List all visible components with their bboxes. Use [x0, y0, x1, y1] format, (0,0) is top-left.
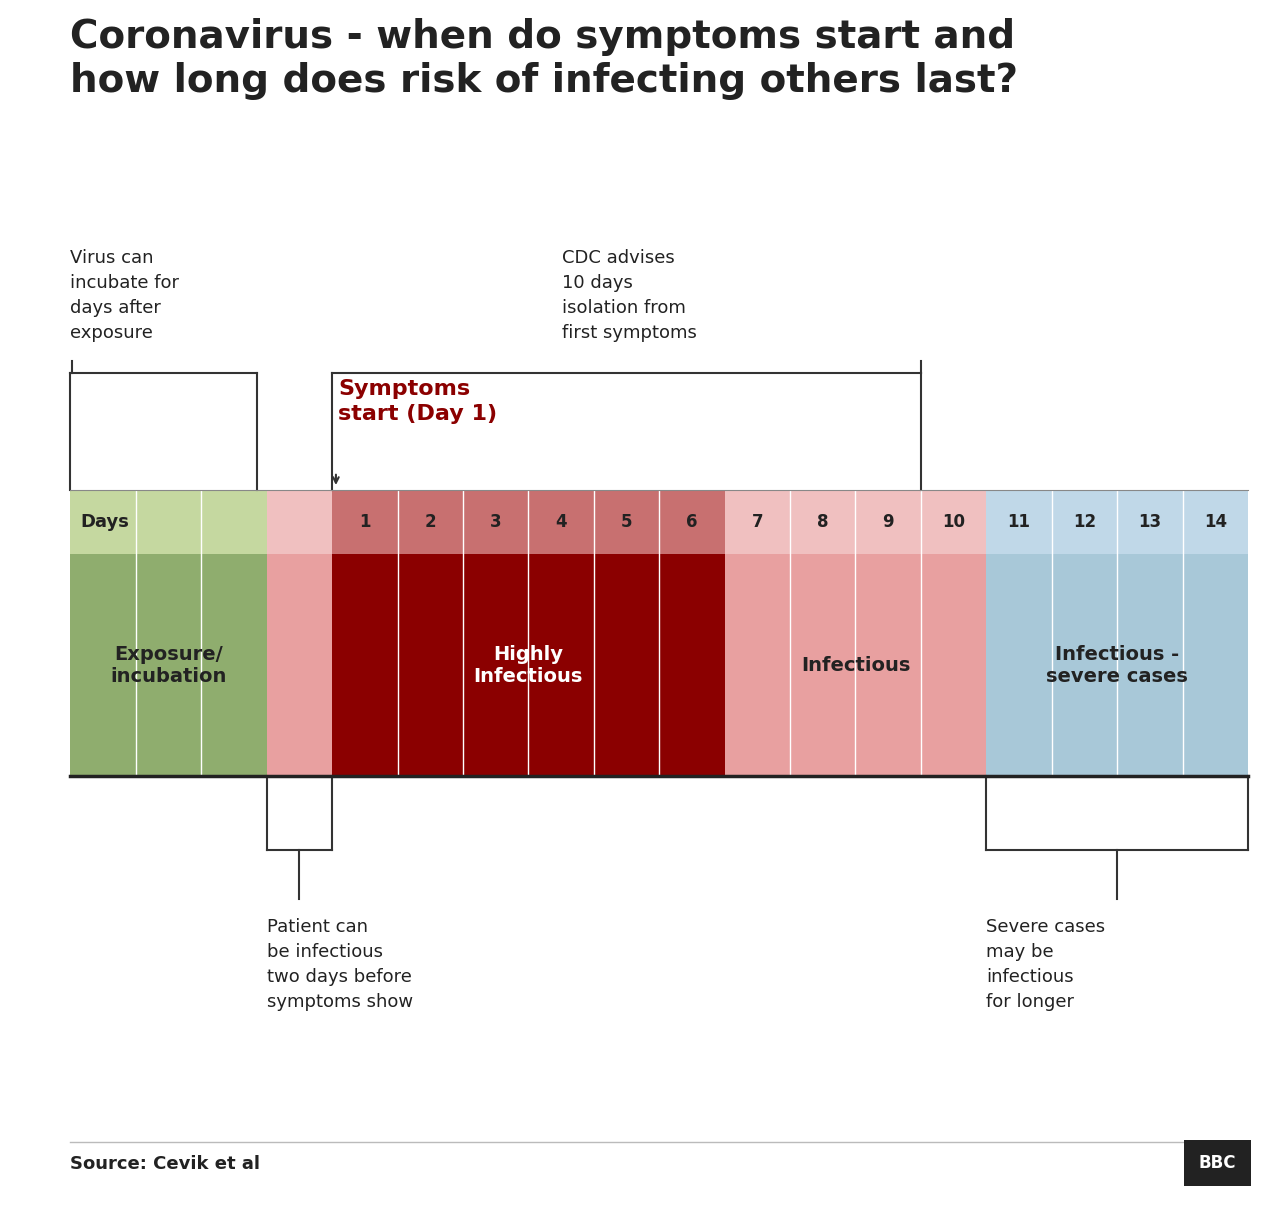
Text: Source: Cevik et al: Source: Cevik et al: [70, 1156, 260, 1173]
Text: Days: Days: [81, 514, 129, 531]
Text: 7: 7: [751, 514, 763, 531]
Text: 5: 5: [621, 514, 632, 531]
Text: 12: 12: [1073, 514, 1096, 531]
Text: 1: 1: [360, 514, 370, 531]
Text: 9: 9: [882, 514, 893, 531]
Text: 3: 3: [490, 514, 502, 531]
Bar: [724, 490, 987, 554]
Text: 2: 2: [425, 514, 436, 531]
Text: BBC: BBC: [1198, 1154, 1236, 1172]
Text: 10: 10: [942, 514, 965, 531]
Text: 11: 11: [1007, 514, 1030, 531]
Text: Virus can
incubate for
days after
exposure: Virus can incubate for days after exposu…: [70, 250, 179, 342]
Bar: [332, 490, 724, 554]
Text: Infectious -
severe cases: Infectious - severe cases: [1046, 644, 1188, 686]
Text: Coronavirus - when do symptoms start and
how long does risk of infecting others : Coronavirus - when do symptoms start and…: [70, 18, 1019, 101]
Text: 6: 6: [686, 514, 698, 531]
Text: 14: 14: [1203, 514, 1226, 531]
Text: Highly
Infectious: Highly Infectious: [474, 644, 584, 686]
Bar: [266, 554, 332, 776]
Text: Patient can
be infectious
two days before
symptoms show: Patient can be infectious two days befor…: [266, 918, 412, 1010]
Bar: [266, 490, 332, 554]
Bar: [70, 554, 266, 776]
Bar: [987, 490, 1248, 554]
Bar: [70, 490, 266, 554]
Text: 4: 4: [556, 514, 567, 531]
Bar: [1184, 1140, 1251, 1186]
Bar: [724, 554, 987, 776]
Text: Exposure/
incubation: Exposure/ incubation: [110, 644, 227, 686]
Text: Symptoms
start (Day 1): Symptoms start (Day 1): [338, 379, 498, 424]
Text: Infectious: Infectious: [801, 655, 910, 675]
Bar: [987, 554, 1248, 776]
Text: CDC advises
10 days
isolation from
first symptoms: CDC advises 10 days isolation from first…: [562, 250, 698, 342]
Text: 8: 8: [817, 514, 828, 531]
Bar: [332, 554, 724, 776]
Text: Severe cases
may be
infectious
for longer: Severe cases may be infectious for longe…: [987, 918, 1106, 1010]
Text: 13: 13: [1138, 514, 1161, 531]
